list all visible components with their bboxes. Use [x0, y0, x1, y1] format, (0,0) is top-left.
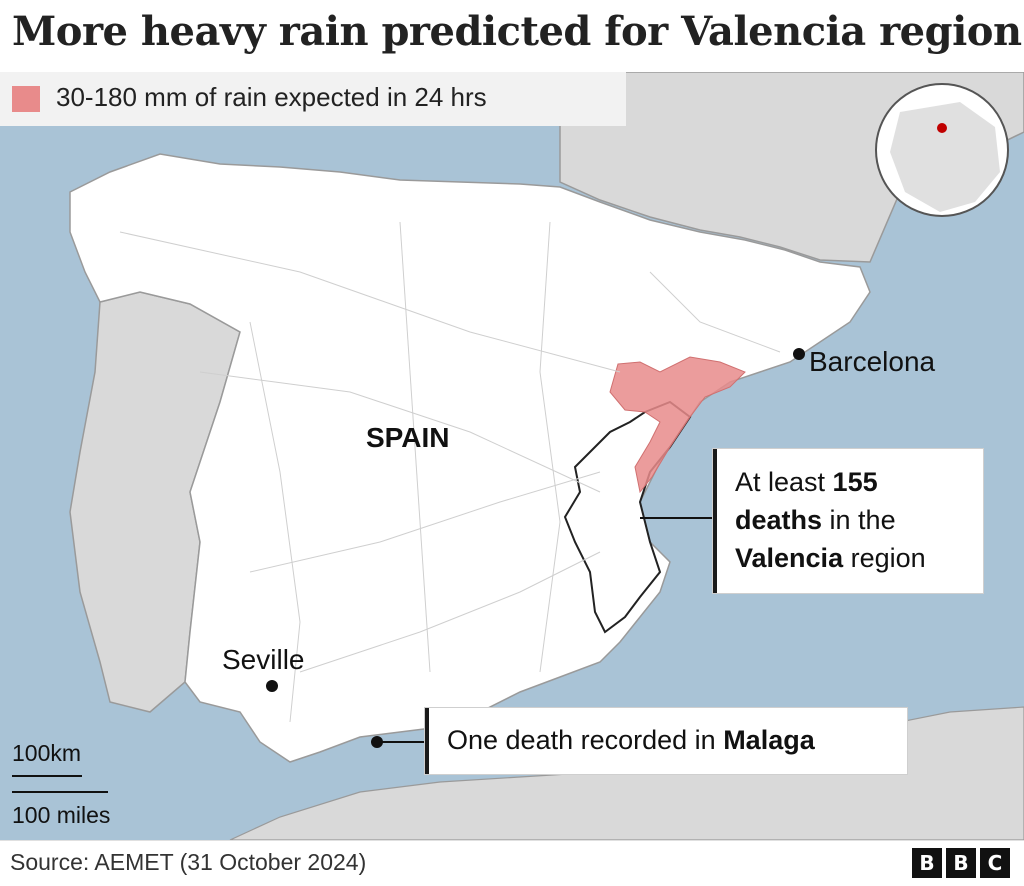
legend-label: 30-180 mm of rain expected in 24 hrs — [56, 82, 487, 112]
scale-label-km: 100km — [12, 740, 82, 766]
valencia-text-region: Valencia — [735, 543, 844, 573]
scale-bar-miles — [12, 791, 108, 793]
globe-locator-icon — [875, 83, 1009, 217]
legend-swatch — [12, 86, 40, 112]
malaga-text-city: Malaga — [723, 725, 815, 755]
page-title: More heavy rain predicted for Valencia r… — [12, 8, 1022, 55]
malaga-callout-text: One death recorded in Malaga — [447, 721, 815, 759]
spain-landmass — [69, 153, 871, 763]
road-network — [119, 221, 781, 723]
malaga-death-callout: One death recorded in Malaga — [424, 707, 908, 775]
malaga-text-1: One death recorded in — [447, 725, 724, 755]
bbc-logo: B B C — [912, 848, 1010, 878]
scale-bar-km — [12, 775, 82, 777]
footer: Source: AEMET (31 October 2024) B B C — [0, 840, 1024, 886]
scale-label-miles: 100 miles — [12, 802, 111, 828]
city-label-barcelona: Barcelona — [809, 346, 936, 377]
source-credit: Source: AEMET (31 October 2024) — [10, 849, 367, 875]
malaga-dot-marker-icon — [371, 736, 383, 748]
seville-dot-marker-icon — [266, 680, 278, 692]
callout-accent-bar — [713, 449, 717, 593]
country-label-spain: SPAIN — [366, 422, 450, 453]
barcelona-dot-marker-icon — [793, 348, 805, 360]
rain-area — [609, 356, 746, 494]
valencia-death-count: 155 — [832, 467, 878, 497]
bbc-logo-block-1: B — [912, 848, 942, 878]
valencia-text-1: At least — [735, 467, 833, 497]
valencia-text-4: region — [843, 543, 926, 573]
title-bar: More heavy rain predicted for Valencia r… — [0, 0, 1024, 72]
bbc-logo-block-2: B — [946, 848, 976, 878]
bbc-logo-block-3: C — [980, 848, 1010, 878]
valencia-deaths-callout: At least 155 deaths in the Valencia regi… — [712, 448, 984, 594]
legend: 30-180 mm of rain expected in 24 hrs — [0, 72, 626, 126]
valencia-text-3: in the — [822, 505, 896, 535]
valencia-callout-text: At least 155 deaths in the Valencia regi… — [735, 463, 926, 577]
valencia-text-deaths: deaths — [735, 505, 823, 535]
callout-accent-bar — [425, 708, 429, 774]
city-label-seville: Seville — [222, 644, 305, 675]
